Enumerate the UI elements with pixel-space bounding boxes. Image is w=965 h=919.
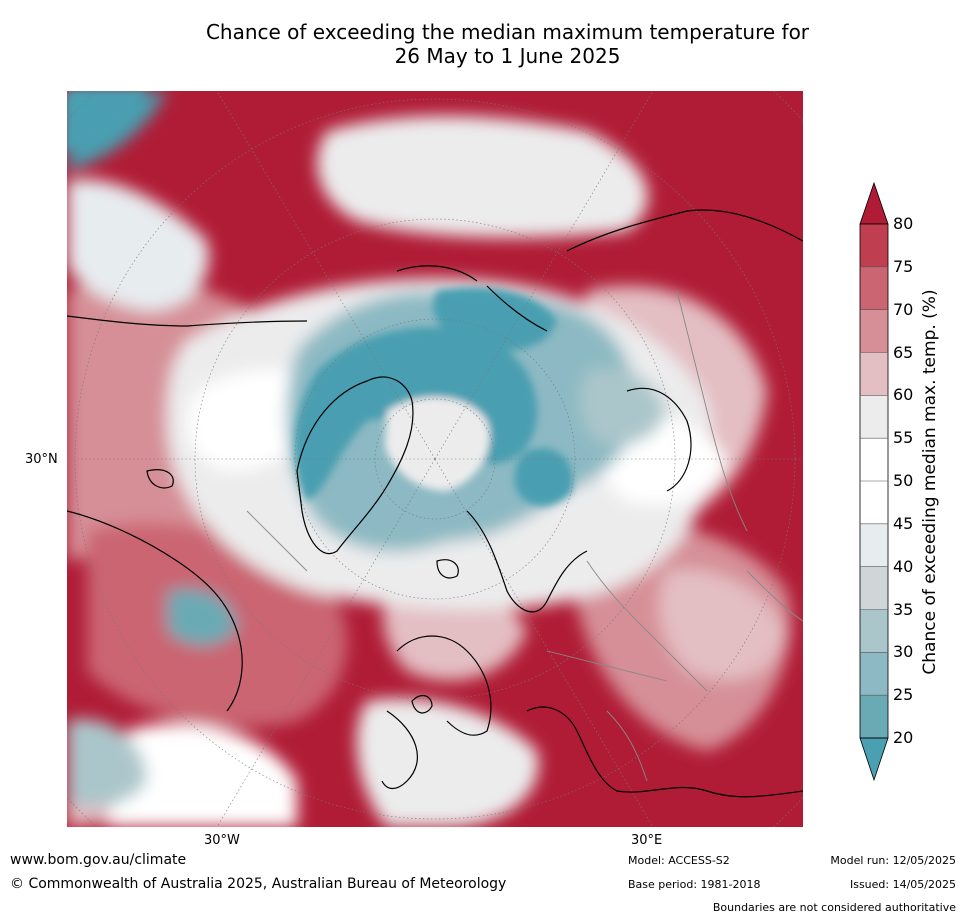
- colorbar-tick-label: 45: [893, 513, 914, 533]
- colorbar-tick-label: 55: [893, 428, 914, 448]
- colorbar-title: Chance of exceeding median max. temp. (%…: [920, 289, 940, 675]
- graticule: [67, 91, 803, 827]
- footer-copyright: © Commonwealth of Australia 2025, Austra…: [10, 876, 507, 892]
- colorbar-band: [860, 695, 888, 738]
- footer-url: www.bom.gov.au/climate: [10, 852, 187, 868]
- title-line-1: Chance of exceeding the median maximum t…: [205, 20, 810, 44]
- footer-model: Model: ACCESS-S2: [628, 854, 730, 867]
- footer-base-period: Base period: 1981-2018: [628, 878, 761, 891]
- footer-disclaimer: Boundaries are not considered authoritat…: [712, 901, 956, 914]
- footer-model-run: Model run: 12/05/2025: [830, 854, 956, 867]
- lon-tick-30w: 30°W: [204, 833, 240, 848]
- colorbar-band: [860, 523, 888, 567]
- colorbar-band: [860, 309, 888, 353]
- lon-tick-30e: 30°E: [631, 833, 663, 848]
- strong-below-median: [67, 91, 573, 506]
- colorbar-band: [860, 352, 888, 396]
- colorbar-tick-label: 35: [893, 599, 914, 619]
- lat-tick-30n: 30°N: [25, 452, 58, 467]
- colorbar-tick-label: 75: [893, 256, 914, 276]
- colorbar-tick-label: 40: [893, 556, 914, 576]
- map-canvas: [67, 91, 803, 827]
- colorbar-svg: [859, 181, 889, 782]
- colorbar-tick-label: 80: [893, 214, 914, 233]
- colorbar-tick-label: 30: [893, 642, 914, 662]
- colorbar-band: [860, 566, 888, 610]
- colorbar-extend-top: [859, 181, 889, 225]
- title-line-2: 26 May to 1 June 2025: [394, 44, 621, 68]
- colorbar-band: [860, 224, 888, 267]
- colorbar-band: [860, 609, 888, 653]
- colorbar-band: [860, 481, 888, 524]
- chart-title: Chance of exceeding the median maximum t…: [150, 20, 865, 68]
- footer-issued: Issued: 14/05/2025: [849, 878, 956, 891]
- colorbar-tick-label: 65: [893, 342, 914, 362]
- forecast-map: [67, 91, 803, 827]
- colorbar-tick-label: 60: [893, 385, 914, 405]
- colorbar-tick-label: 25: [893, 685, 914, 705]
- political-borders: [246, 290, 803, 782]
- colorbar-band: [860, 395, 888, 439]
- colorbar-tick-label: 70: [893, 299, 914, 319]
- colorbar-band: [860, 266, 888, 310]
- colorbar-band: [860, 652, 888, 696]
- colorbar-band: [860, 438, 888, 481]
- colorbar-tick-label: 20: [893, 728, 914, 747]
- colorbar-extend-bottom: [859, 737, 889, 782]
- colorbar: [845, 180, 965, 785]
- coastlines: [67, 209, 803, 798]
- colorbar-tick-label: 50: [893, 471, 914, 490]
